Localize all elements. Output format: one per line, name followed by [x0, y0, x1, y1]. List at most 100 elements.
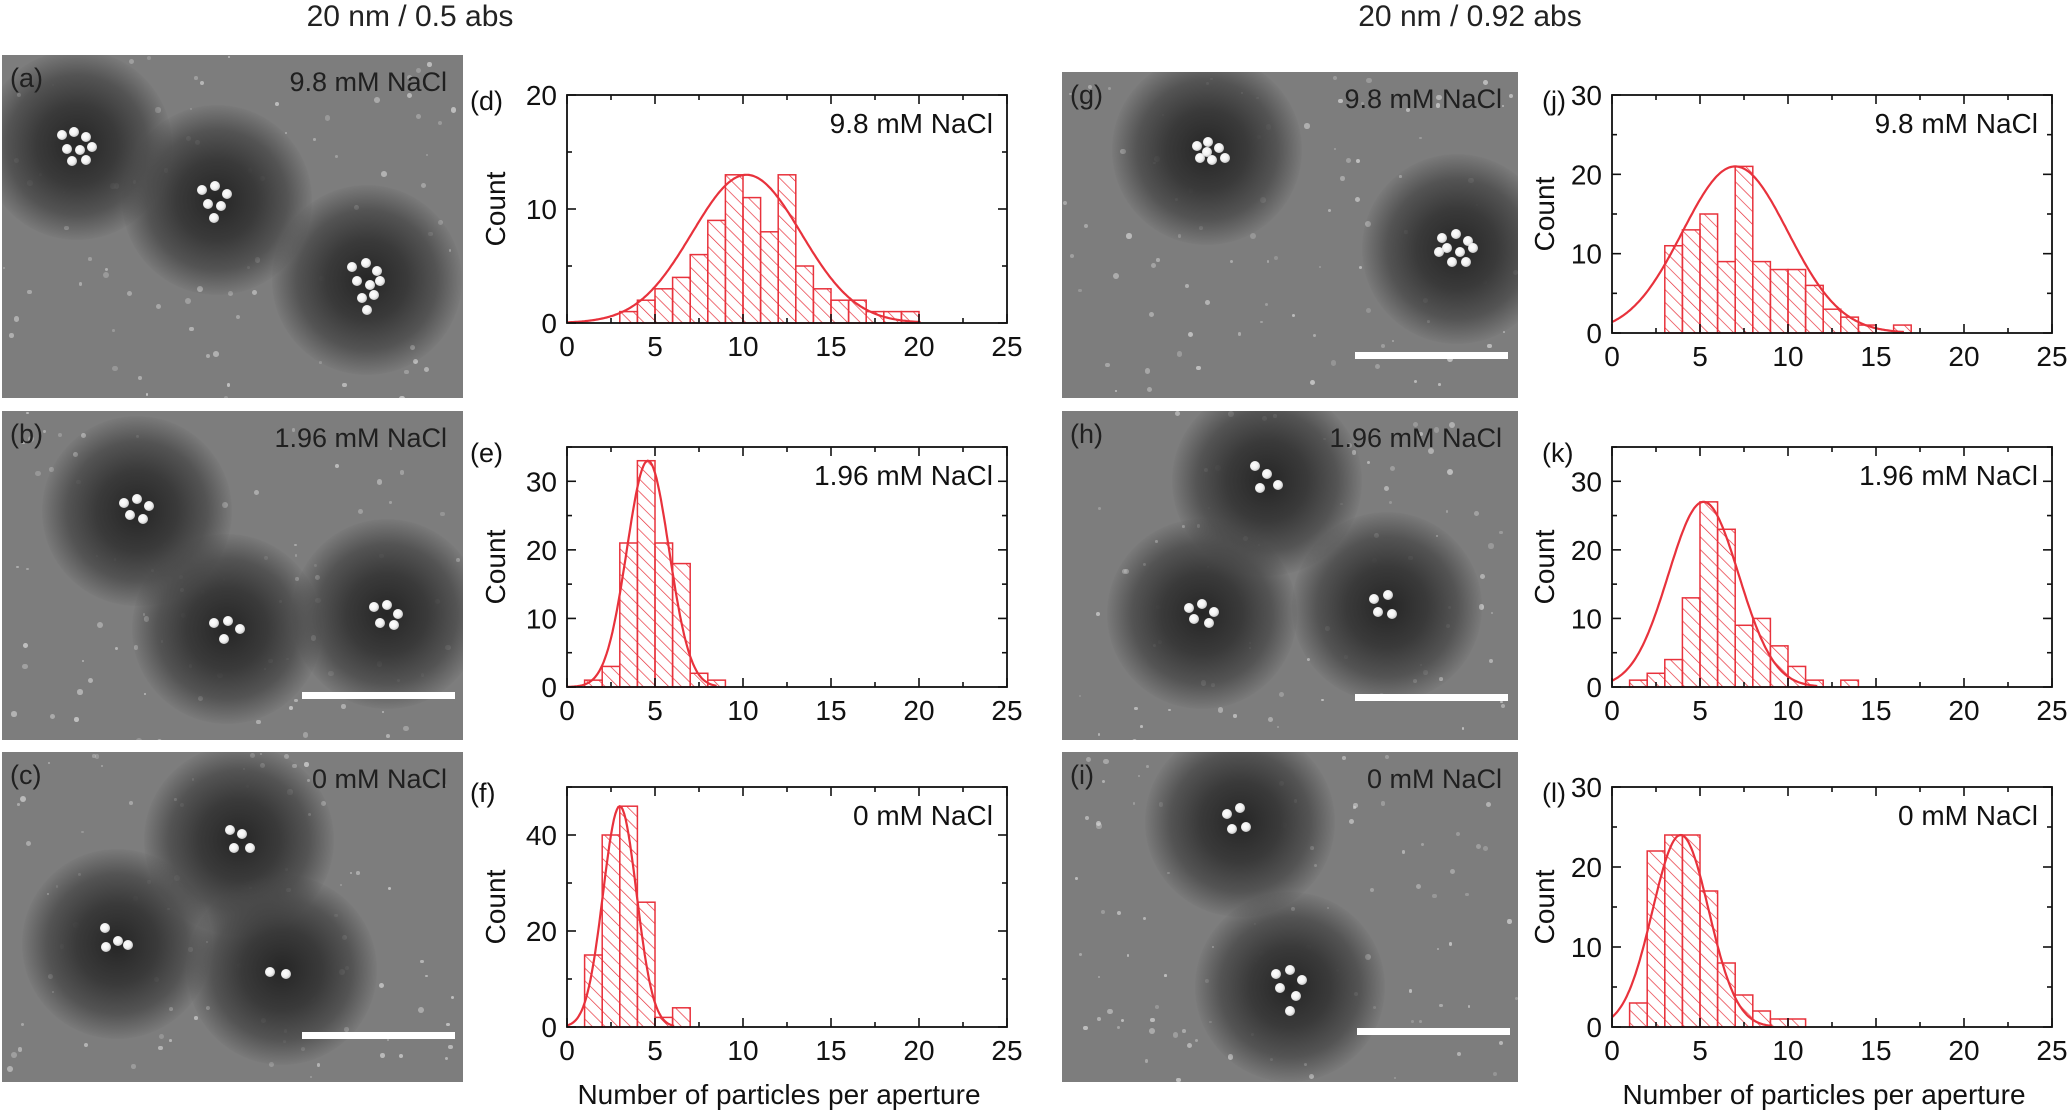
sem-grain	[1083, 1025, 1088, 1031]
sem-grain	[115, 646, 119, 650]
nanoparticle	[125, 510, 135, 520]
nanoparticle	[369, 602, 379, 612]
sem-grain	[1102, 758, 1109, 765]
sem-grain	[451, 107, 457, 113]
sem-grain	[92, 754, 96, 758]
nanoparticle	[357, 293, 367, 303]
nanoparticle	[216, 201, 226, 211]
histogram-bar	[1664, 658, 1684, 688]
nanoparticle	[1192, 141, 1202, 151]
sem-grain	[424, 367, 430, 373]
nanoparticle	[1207, 155, 1217, 165]
sem-grain	[1389, 465, 1395, 471]
nanoparticle	[1451, 229, 1461, 239]
histogram-bar	[1734, 165, 1754, 334]
sem-grain	[111, 328, 115, 332]
sem-grain	[58, 432, 63, 437]
sem-image-a: (a) 9.8 mM NaCl	[2, 55, 463, 398]
x-tick-label: 0	[1604, 341, 1620, 372]
nanoparticle	[119, 498, 129, 508]
x-tick-label: 5	[647, 695, 663, 726]
sem-grain	[43, 430, 46, 433]
sem-grain	[1465, 892, 1469, 897]
salt-label: 9.8 mM NaCl	[1344, 84, 1502, 114]
panel-letter: (l)	[1542, 778, 1566, 808]
sem-grain	[1188, 331, 1194, 337]
sem-grain	[145, 393, 149, 396]
sem-grain	[1304, 123, 1310, 129]
sem-grain	[1175, 411, 1181, 417]
histogram-bar	[1840, 679, 1860, 688]
sem-grain	[1381, 801, 1386, 806]
nanoparticle	[352, 276, 362, 286]
sem-grain	[1374, 363, 1381, 370]
panel-letter: (k)	[1542, 438, 1573, 468]
nanoparticle	[100, 923, 110, 933]
histogram-bar	[636, 459, 656, 688]
nanoparticle	[209, 618, 219, 628]
sem-grain	[1077, 288, 1082, 293]
salt-label: 9.8 mM NaCl	[289, 67, 447, 97]
sem-grain	[1333, 148, 1337, 151]
sem-grain	[35, 470, 42, 477]
sem-grain	[446, 1022, 450, 1027]
nanoparticle	[101, 942, 111, 952]
sem-grain	[112, 365, 118, 371]
nanoparticle	[1184, 603, 1194, 613]
sem-grain	[349, 871, 352, 875]
sem-grain	[1156, 258, 1160, 262]
nanoparticle	[132, 494, 142, 504]
sem-grain	[25, 840, 32, 847]
histogram-bar	[724, 174, 744, 324]
nanoparticle	[1189, 614, 1199, 624]
sem-grain	[378, 983, 384, 989]
nanoparticle	[281, 969, 291, 979]
panel-letter: (f)	[470, 778, 495, 808]
aperture-shadow	[1292, 512, 1482, 702]
sem-grain	[1449, 421, 1455, 428]
sem-grain	[1196, 365, 1201, 371]
sem-grain	[1412, 422, 1418, 428]
sem-grain	[26, 567, 30, 571]
sem-grain	[156, 303, 162, 309]
sem-grain	[324, 115, 331, 121]
sem-grain	[1144, 368, 1151, 374]
sem-grain	[1126, 233, 1132, 239]
sem-grain	[1410, 1019, 1414, 1023]
histogram-bar	[1664, 834, 1684, 1028]
x-tick-label: 20	[903, 695, 934, 726]
sem-grain	[1126, 954, 1130, 957]
y-tick-label: 0	[1586, 318, 1602, 349]
sem-grain	[206, 354, 211, 359]
y-tick-label: 10	[526, 603, 557, 634]
y-axis-label: Count	[1529, 176, 1560, 251]
nanoparticle	[1204, 618, 1214, 628]
x-tick-label: 0	[1604, 695, 1620, 726]
sem-grain	[1120, 1018, 1125, 1023]
sem-grain	[81, 830, 84, 834]
histogram-bar	[1699, 501, 1719, 688]
y-tick-label: 20	[526, 80, 557, 111]
sem-grain	[128, 58, 134, 64]
x-tick-label: 15	[815, 695, 846, 726]
sem-grain	[1087, 84, 1092, 89]
sem-grain	[50, 713, 56, 719]
nanoparticle	[1455, 247, 1465, 257]
sem-grain	[1310, 379, 1316, 385]
x-tick-label: 25	[2036, 1035, 2067, 1066]
panel-letter: (j)	[1542, 86, 1566, 116]
sem-grain	[427, 62, 432, 67]
sem-image-b: (b) 1.96 mM NaCl	[2, 411, 463, 740]
nanoparticle	[1220, 153, 1230, 163]
sem-grain	[1380, 343, 1386, 348]
sem-grain	[135, 738, 142, 740]
nanoparticle	[389, 620, 399, 630]
sem-grain	[420, 182, 427, 189]
sem-grain	[1205, 300, 1211, 305]
sem-grain	[11, 1051, 18, 1058]
sem-grain	[1353, 803, 1358, 808]
sem-grain	[129, 801, 133, 805]
histogram-bar	[1681, 229, 1701, 334]
sem-grain	[1069, 92, 1073, 96]
